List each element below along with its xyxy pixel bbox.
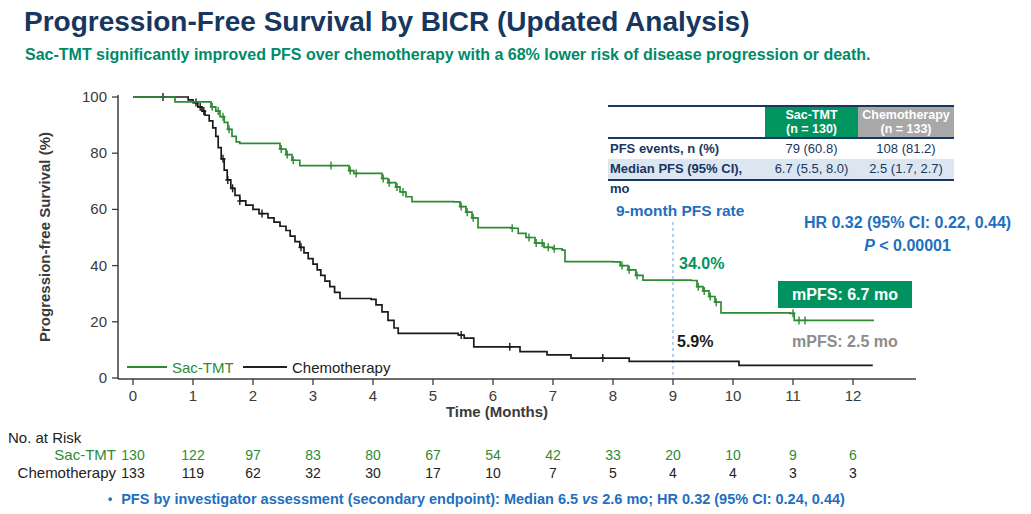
stats-row-median-chemo: 2.5 (1.7, 2.7) <box>858 159 954 179</box>
footer-text-post: 2.6 mo; HR 0.32 (95% CI: 0.24, 0.44) <box>598 491 845 507</box>
stats-col-sac-name: Sac-TMT <box>765 108 858 122</box>
p-symbol: P <box>864 237 875 254</box>
y-tick-label: 80 <box>90 144 107 161</box>
x-tick-label: 2 <box>249 387 257 404</box>
stats-row-events-sac: 79 (60.8) <box>765 139 858 159</box>
x-tick-label: 11 <box>785 387 801 404</box>
stats-table-row-median: Median PFS (95% CI), mo 6.7 (5.5, 8.0) 2… <box>608 159 954 179</box>
at-risk-value: 30 <box>365 465 381 481</box>
x-axis-title: Time (Months) <box>446 403 548 420</box>
y-tick-label: 20 <box>90 313 107 330</box>
at-risk-value: 54 <box>485 447 501 463</box>
at-risk-value: 5 <box>609 465 617 481</box>
at-risk-value: 80 <box>365 447 381 463</box>
at-risk-value: 97 <box>245 447 261 463</box>
hazard-ratio-text: HR 0.32 (95% CI: 0.22, 0.44) <box>785 214 1030 232</box>
bullet-icon: • <box>108 492 112 506</box>
x-tick-label: 7 <box>549 387 557 404</box>
nine-month-pfs-label: 9-month PFS rate <box>616 202 744 220</box>
at-risk-value: 6 <box>849 447 857 463</box>
at-risk-value: 17 <box>425 465 441 481</box>
stats-row-events-label: PFS events, n (%) <box>608 139 765 159</box>
at-risk-values: 1301229783806754423320109613311962323017… <box>121 447 857 481</box>
y-tick-label: 60 <box>90 200 107 217</box>
at-risk-value: 3 <box>849 465 857 481</box>
at-risk-value: 62 <box>245 465 261 481</box>
x-tick-label: 6 <box>489 387 497 404</box>
legend-label-chemo: Chemotherapy <box>292 359 391 376</box>
chemo-nine-month-rate: 5.9% <box>677 333 713 351</box>
footer-note: • PFS by investigator assessment (seconda… <box>108 491 845 507</box>
at-risk-value: 9 <box>789 447 797 463</box>
at-risk-value: 7 <box>549 465 557 481</box>
at-risk-value: 119 <box>182 465 205 481</box>
x-tick-label: 12 <box>845 387 862 404</box>
at-risk-value: 4 <box>729 465 737 481</box>
km-chart: 0204060801000123456789101112 Time (Month… <box>0 0 1031 514</box>
at-risk-value: 20 <box>665 447 681 463</box>
at-risk-value: 133 <box>121 465 145 481</box>
p-value: < 0.00001 <box>875 237 951 254</box>
at-risk-value: 42 <box>545 447 561 463</box>
stats-row-median-label: Median PFS (95% CI), mo <box>608 159 765 179</box>
x-tick-label: 1 <box>189 387 197 404</box>
stats-table-col-sac: Sac-TMT (n = 130) <box>765 107 858 137</box>
stats-table: Sac-TMT (n = 130) Chemotherapy (n = 133)… <box>608 105 954 181</box>
at-risk-value: 10 <box>725 447 741 463</box>
at-risk-header: No. at Risk <box>8 429 82 446</box>
at-risk-value: 67 <box>425 447 441 463</box>
stats-col-sac-n: (n = 130) <box>765 122 858 136</box>
x-tick-label: 5 <box>429 387 437 404</box>
at-risk-value: 10 <box>485 465 501 481</box>
legend-label-sac: Sac-TMT <box>172 359 234 376</box>
stats-table-corner-cell <box>608 107 765 137</box>
stats-table-row-events: PFS events, n (%) 79 (60.8) 108 (81.2) <box>608 139 954 159</box>
at-risk-value: 83 <box>305 447 321 463</box>
at-risk-value: 33 <box>605 447 621 463</box>
x-tick-label: 3 <box>309 387 317 404</box>
y-tick-label: 0 <box>99 369 107 386</box>
at-risk-value: 130 <box>121 447 145 463</box>
x-tick-label: 9 <box>669 387 677 404</box>
at-risk-value: 32 <box>305 465 321 481</box>
x-tick-label: 10 <box>725 387 742 404</box>
footer-text-pre: PFS by investigator assessment (secondar… <box>121 491 582 507</box>
at-risk-row-label-sac: Sac-TMT <box>54 446 116 463</box>
legend: Sac-TMT Chemotherapy <box>127 359 391 376</box>
hazard-ratio-block: HR 0.32 (95% CI: 0.22, 0.44) P < 0.00001 <box>785 214 1030 255</box>
y-tick-label: 40 <box>90 257 107 274</box>
stats-table-header-row: Sac-TMT (n = 130) Chemotherapy (n = 133) <box>608 107 954 139</box>
stats-row-median-sac: 6.7 (5.5, 8.0) <box>765 159 858 179</box>
y-tick-label: 100 <box>82 88 107 105</box>
x-tick-label: 0 <box>129 387 137 404</box>
p-value-text: P < 0.00001 <box>785 237 1030 255</box>
at-risk-value: 122 <box>181 447 205 463</box>
at-risk-table: No. at Risk Sac-TMT Chemotherapy 130 122 9… <box>8 429 857 481</box>
slide: Progression-Free Survival by BICR (Updat… <box>0 0 1031 514</box>
stats-table-col-chemo: Chemotherapy (n = 133) <box>858 107 954 137</box>
at-risk-value: 3 <box>789 465 797 481</box>
footer-vs: vs <box>582 491 598 507</box>
at-risk-row-label-chemo: Chemotherapy <box>18 464 117 481</box>
mpfs-chemo-label: mPFS: 2.5 mo <box>792 333 898 351</box>
mpfs-sac-badge: mPFS: 6.7 mo <box>778 281 912 308</box>
sac-nine-month-rate: 34.0% <box>679 255 724 273</box>
y-axis-title: Progression-free Survival (%) <box>36 132 53 342</box>
at-risk-value: 4 <box>669 465 677 481</box>
stats-col-chemo-name: Chemotherapy <box>858 108 954 122</box>
x-tick-label: 8 <box>609 387 617 404</box>
stats-row-events-chemo: 108 (81.2) <box>858 139 954 159</box>
stats-col-chemo-n: (n = 133) <box>858 122 954 136</box>
x-tick-label: 4 <box>369 387 377 404</box>
